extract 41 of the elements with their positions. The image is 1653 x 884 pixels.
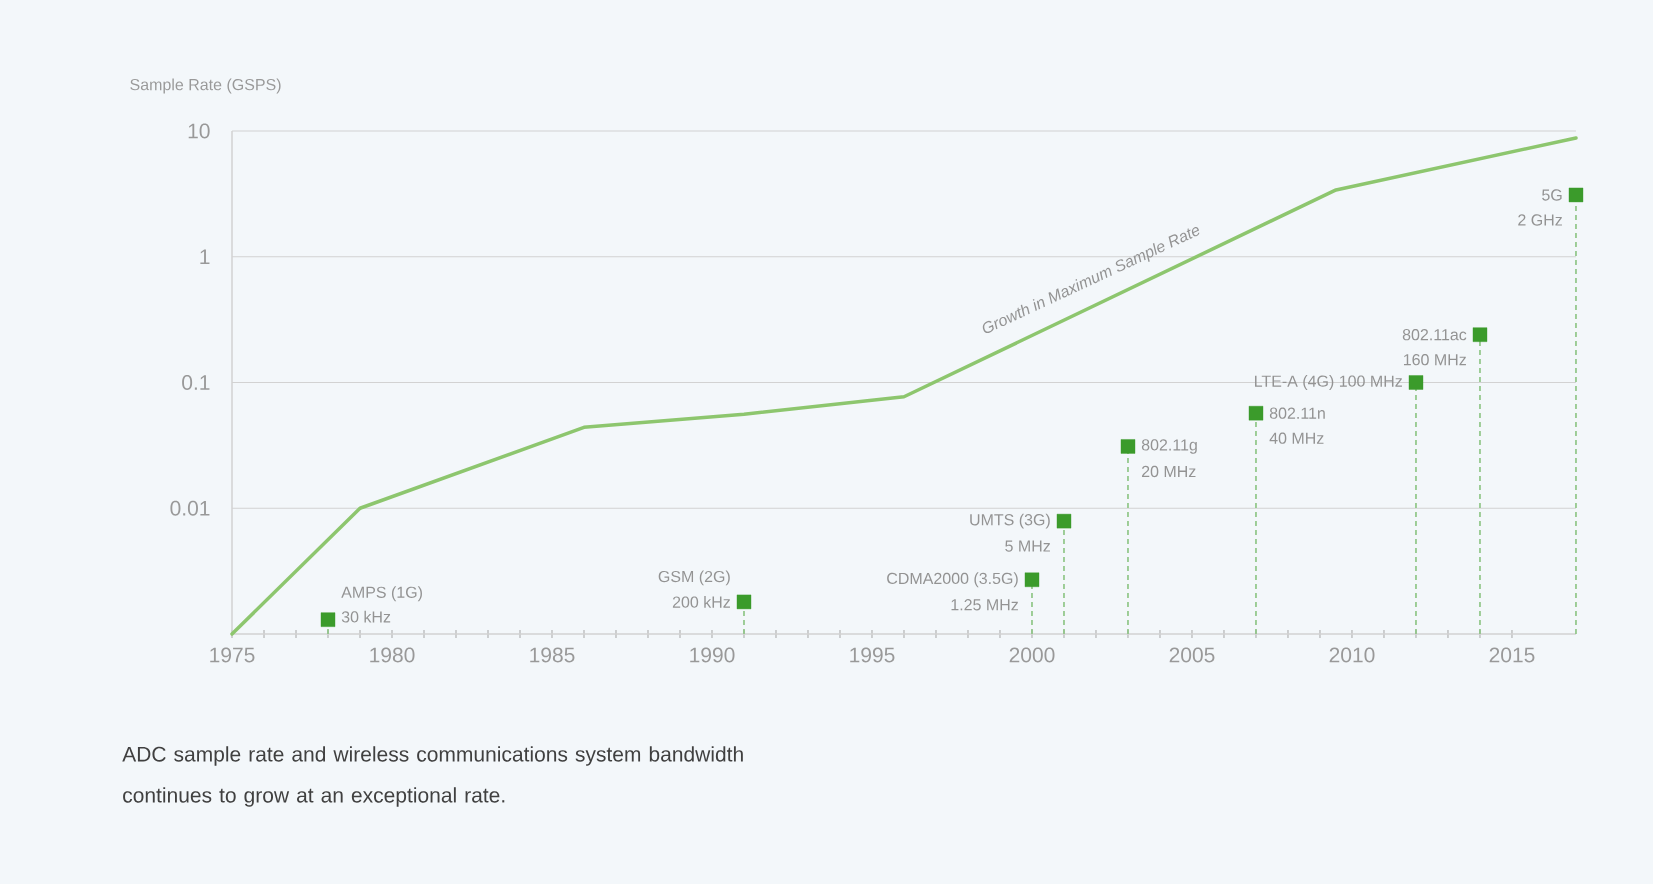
annotation: 20 MHz bbox=[1141, 465, 1196, 478]
annotation: 5G bbox=[1542, 189, 1562, 201]
annotation: 2 GHz bbox=[1518, 214, 1562, 226]
x-tick-label: 1985 bbox=[530, 647, 575, 663]
annotation: 160 MHz bbox=[1403, 354, 1466, 366]
annotation: UMTS (3G) bbox=[970, 513, 1050, 529]
text: ADC sample rate and wireless communications system bandwidth continues to grow at an exceptional rate. bbox=[122, 746, 743, 807]
annotation: GSM (2G) bbox=[658, 570, 730, 586]
x-tick-label: 1980 bbox=[370, 647, 415, 663]
x-tick-label: 1990 bbox=[690, 647, 735, 663]
annotation: LTE-A (4G) 100 MHz bbox=[1255, 375, 1402, 390]
point bbox=[1568, 187, 1584, 203]
x-tick-label: 2000 bbox=[1009, 647, 1055, 663]
annotation: 200 kHz bbox=[672, 596, 730, 608]
annotation: 1.25 MHz bbox=[951, 599, 1018, 611]
annotation: AMPS (1G) bbox=[341, 586, 422, 602]
point bbox=[1472, 327, 1488, 342]
point bbox=[736, 594, 752, 610]
point bbox=[1248, 406, 1264, 421]
point bbox=[320, 612, 336, 627]
annotation: 802.11g bbox=[1141, 439, 1197, 454]
annotation: 802.11ac bbox=[1402, 329, 1467, 341]
y-tick-label: 0.1 bbox=[182, 375, 210, 390]
y-tick-label: 1 bbox=[200, 249, 210, 264]
x-tick-label: 1995 bbox=[850, 647, 895, 663]
x-tick-label: 2010 bbox=[1329, 647, 1375, 663]
annotation: 5 MHz bbox=[1005, 540, 1050, 552]
point bbox=[1408, 375, 1424, 390]
annotation: CDMA2000 (3.5G) bbox=[887, 572, 1018, 588]
y-tick-label: 0.01 bbox=[170, 500, 210, 516]
x-tick-label: 1975 bbox=[210, 647, 255, 663]
x-tick-label: 2005 bbox=[1169, 647, 1215, 663]
annotation: 40 MHz bbox=[1269, 432, 1324, 444]
y-axis-title: Sample Rate (GSPS) bbox=[130, 78, 281, 94]
x-tick-label: 2015 bbox=[1489, 647, 1535, 663]
annotation: 802.11n bbox=[1269, 407, 1325, 419]
y-tick-label: 10 bbox=[188, 123, 210, 139]
point bbox=[1024, 572, 1040, 587]
point bbox=[1056, 513, 1072, 529]
annotation: 30 kHz bbox=[341, 610, 391, 623]
point bbox=[1120, 439, 1136, 454]
